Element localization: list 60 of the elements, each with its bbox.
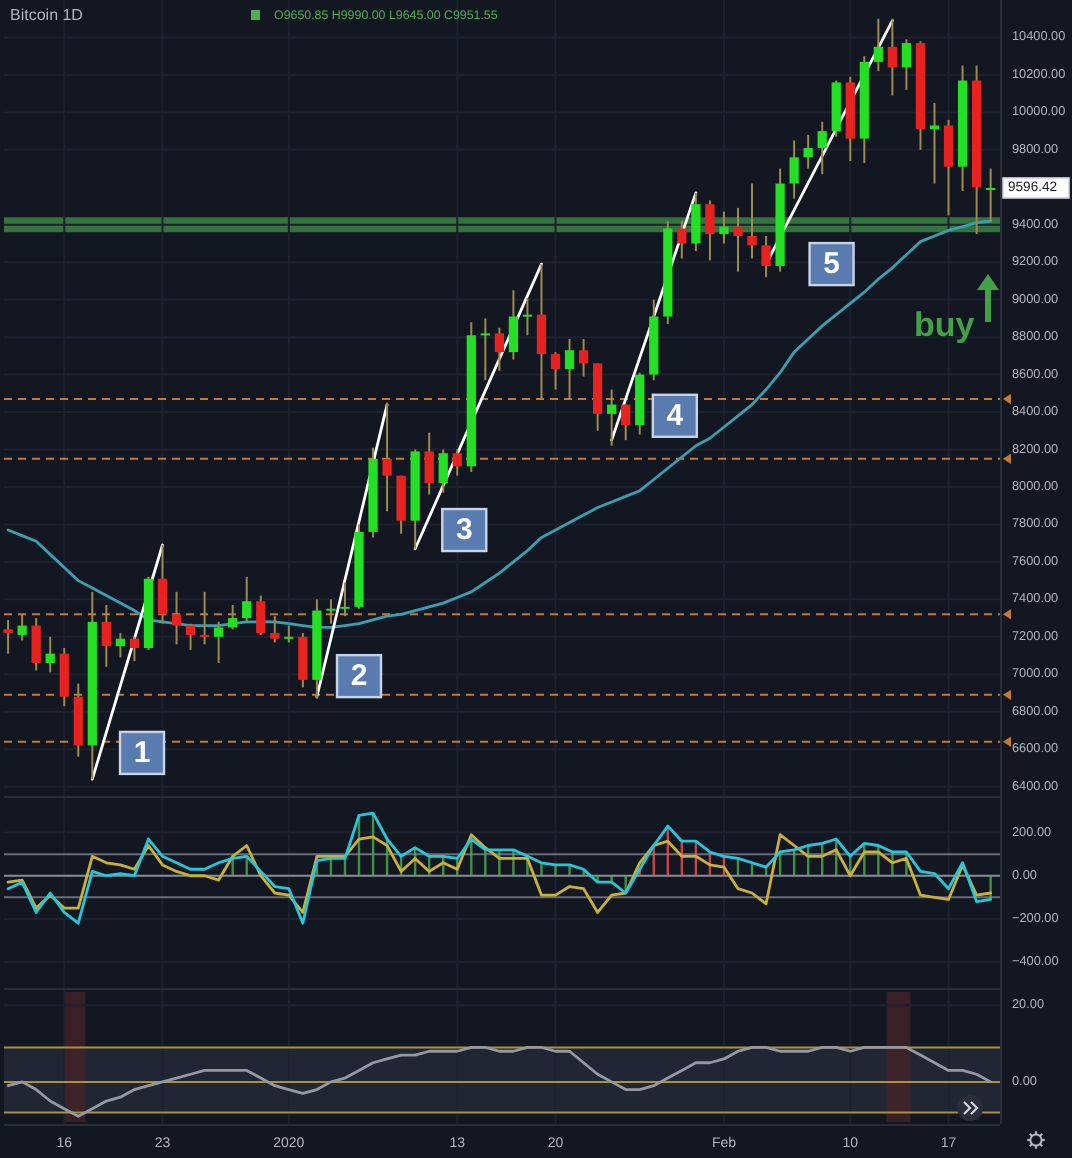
candlestick xyxy=(747,182,757,260)
candlestick xyxy=(522,296,533,337)
candlestick xyxy=(396,474,406,535)
candlestick xyxy=(17,613,27,642)
candlestick xyxy=(31,617,41,672)
candlestick xyxy=(452,448,462,477)
annotation: 4 xyxy=(666,398,685,433)
candlestick xyxy=(607,388,617,447)
candlestick xyxy=(733,206,743,273)
candlestick xyxy=(256,594,266,636)
annotation: 5 xyxy=(823,247,840,282)
candlestick xyxy=(214,620,224,665)
candlestick xyxy=(228,603,238,631)
candlestick xyxy=(115,632,126,659)
candlestick xyxy=(817,120,827,176)
candlestick xyxy=(929,102,940,185)
annotation: 1 xyxy=(133,735,151,770)
candlestick xyxy=(242,575,252,623)
candlestick xyxy=(705,199,715,262)
candlestick xyxy=(887,17,898,97)
candlestick xyxy=(270,615,280,644)
candlestick xyxy=(129,635,140,663)
candlestick xyxy=(986,167,996,223)
candlestick xyxy=(326,598,336,625)
candlestick xyxy=(691,191,701,252)
candlestick xyxy=(677,220,687,260)
candlestick xyxy=(59,647,69,708)
candlestick xyxy=(480,317,490,382)
candlestick xyxy=(873,17,883,73)
candlestick xyxy=(157,544,168,625)
candlestick xyxy=(171,590,182,646)
annotation: buy xyxy=(914,306,976,344)
candlestick xyxy=(508,289,519,361)
candlestick xyxy=(719,210,729,245)
candlestick xyxy=(199,590,210,646)
candlestick xyxy=(382,401,392,513)
line-series xyxy=(6,811,993,925)
line-series xyxy=(6,833,993,914)
candlestick xyxy=(101,603,111,668)
candlestick xyxy=(536,263,547,400)
candlestick xyxy=(564,338,575,400)
candlestick xyxy=(424,431,434,496)
candlestick xyxy=(621,403,631,442)
candlestick xyxy=(901,38,912,91)
candlestick xyxy=(438,448,448,494)
candlestick xyxy=(185,622,196,651)
candlestick xyxy=(45,635,55,674)
candlestick xyxy=(298,632,308,689)
candlestick xyxy=(3,618,13,655)
candlestick xyxy=(803,133,813,170)
candlestick xyxy=(550,351,561,391)
chart-title: Bitcoin 1D xyxy=(10,6,84,24)
annotation: 3 xyxy=(455,513,473,548)
candlestick xyxy=(340,581,350,618)
candlestick xyxy=(761,234,771,279)
candlestick xyxy=(494,326,504,372)
candlestick xyxy=(789,139,799,200)
candlestick xyxy=(578,338,589,378)
annotation: 2 xyxy=(350,659,368,694)
candlestick xyxy=(943,118,954,217)
